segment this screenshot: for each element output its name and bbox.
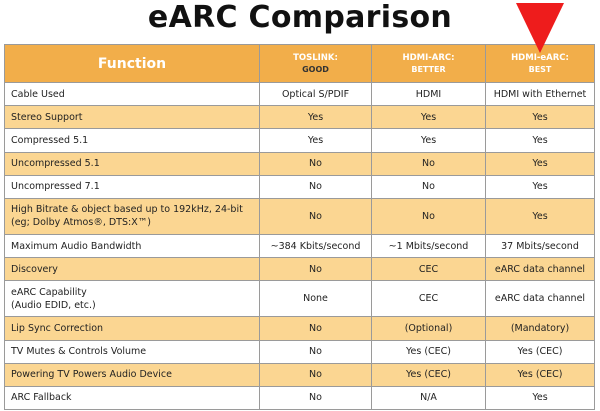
row-label: Cable Used bbox=[4, 81, 260, 107]
row-label: Discovery bbox=[4, 257, 260, 282]
row-label-line1: High Bitrate & object based up to 192kHz… bbox=[11, 204, 243, 216]
row-label: Uncompressed 7.1 bbox=[4, 174, 260, 199]
row-label: Uncompressed 5.1 bbox=[4, 151, 260, 176]
row-label: Compressed 5.1 bbox=[4, 128, 260, 153]
table-row: Discovery No CEC eARC data channel bbox=[4, 257, 595, 282]
cell-hdmi-earc: Yes (CEC) bbox=[485, 339, 595, 364]
cell-hdmi-earc: Yes (CEC) bbox=[485, 362, 595, 387]
header-hdmi-arc-name: HDMI-ARC: bbox=[402, 52, 455, 63]
cell-hdmi-earc: HDMI with Ethernet bbox=[485, 81, 595, 107]
cell-toslink: No bbox=[259, 257, 372, 282]
cell-toslink: None bbox=[259, 280, 372, 318]
cell-toslink: ~384 Kbits/second bbox=[259, 233, 372, 259]
header-hdmi-arc-rating: BETTER bbox=[411, 64, 446, 74]
header-toslink: TOSLINK: GOOD bbox=[259, 44, 372, 83]
cell-hdmi-arc: Yes (CEC) bbox=[371, 339, 486, 364]
cell-hdmi-earc: Yes bbox=[485, 385, 595, 411]
header-toslink-rating: GOOD bbox=[302, 64, 329, 74]
cell-hdmi-arc: Yes bbox=[371, 128, 486, 153]
table-row: eARC Capability (Audio EDID, etc.) None … bbox=[4, 280, 595, 318]
cell-hdmi-arc: ~1 Mbits/second bbox=[371, 233, 486, 259]
cell-hdmi-arc: No bbox=[371, 197, 486, 235]
row-label: TV Mutes & Controls Volume bbox=[4, 339, 260, 364]
row-label: Stereo Support bbox=[4, 105, 260, 130]
cell-hdmi-earc: Yes bbox=[485, 197, 595, 235]
header-hdmi-earc-rating: BEST bbox=[528, 64, 552, 74]
cell-hdmi-arc: No bbox=[371, 151, 486, 176]
table-row: Maximum Audio Bandwidth ~384 Kbits/secon… bbox=[4, 233, 595, 259]
table-row: Uncompressed 5.1 No No Yes bbox=[4, 151, 595, 176]
table-row: Uncompressed 7.1 No No Yes bbox=[4, 174, 595, 199]
cell-hdmi-earc: 37 Mbits/second bbox=[485, 233, 595, 259]
cell-hdmi-arc: N/A bbox=[371, 385, 486, 411]
row-label: eARC Capability (Audio EDID, etc.) bbox=[4, 280, 260, 318]
page-title: eARC Comparison bbox=[147, 0, 453, 35]
header-hdmi-earc-name: HDMI-eARC: bbox=[511, 52, 569, 63]
table-row: TV Mutes & Controls Volume No Yes (CEC) … bbox=[4, 339, 595, 364]
cell-hdmi-earc: eARC data channel bbox=[485, 280, 595, 318]
table-row: High Bitrate & object based up to 192kHz… bbox=[4, 197, 595, 235]
row-label: Lip Sync Correction bbox=[4, 316, 260, 341]
comparison-table: Function TOSLINK: GOOD HDMI-ARC: BETTER … bbox=[4, 44, 595, 411]
cell-hdmi-arc: (Optional) bbox=[371, 316, 486, 341]
table-row: Compressed 5.1 Yes Yes Yes bbox=[4, 128, 595, 153]
cell-hdmi-earc: Yes bbox=[485, 128, 595, 153]
cell-toslink: No bbox=[259, 151, 372, 176]
table-row: Stereo Support Yes Yes Yes bbox=[4, 105, 595, 130]
cell-hdmi-earc: Yes bbox=[485, 105, 595, 130]
cell-hdmi-earc: Yes bbox=[485, 174, 595, 199]
cell-toslink: No bbox=[259, 385, 372, 411]
row-label-line1: eARC Capability bbox=[11, 286, 87, 298]
cell-toslink: No bbox=[259, 362, 372, 387]
header-hdmi-arc: HDMI-ARC: BETTER bbox=[371, 44, 486, 83]
header-row: Function TOSLINK: GOOD HDMI-ARC: BETTER … bbox=[4, 44, 595, 83]
row-label: Powering TV Powers Audio Device bbox=[4, 362, 260, 387]
row-label: ARC Fallback bbox=[4, 385, 260, 411]
header-toslink-name: TOSLINK: bbox=[293, 52, 338, 63]
cell-hdmi-earc: Yes bbox=[485, 151, 595, 176]
cell-hdmi-arc: No bbox=[371, 174, 486, 199]
cell-toslink: Yes bbox=[259, 105, 372, 130]
table-row: Powering TV Powers Audio Device No Yes (… bbox=[4, 362, 595, 387]
row-label-line2: (eg; Dolby Atmos®, DTS:X™) bbox=[11, 217, 151, 229]
table-row: Lip Sync Correction No (Optional) (Manda… bbox=[4, 316, 595, 341]
cell-toslink: No bbox=[259, 197, 372, 235]
row-label-line2: (Audio EDID, etc.) bbox=[11, 299, 96, 311]
cell-hdmi-arc: CEC bbox=[371, 257, 486, 282]
cell-hdmi-arc: HDMI bbox=[371, 81, 486, 107]
cell-toslink: No bbox=[259, 316, 372, 341]
cell-toslink: Yes bbox=[259, 128, 372, 153]
cell-hdmi-arc: Yes (CEC) bbox=[371, 362, 486, 387]
cell-toslink: No bbox=[259, 339, 372, 364]
cell-hdmi-earc: (Mandatory) bbox=[485, 316, 595, 341]
header-function: Function bbox=[4, 44, 260, 83]
down-arrow-icon bbox=[516, 3, 564, 53]
table-row: Cable Used Optical S/PDIF HDMI HDMI with… bbox=[4, 81, 595, 107]
cell-toslink: No bbox=[259, 174, 372, 199]
cell-toslink: Optical S/PDIF bbox=[259, 81, 372, 107]
cell-hdmi-earc: eARC data channel bbox=[485, 257, 595, 282]
cell-hdmi-arc: Yes bbox=[371, 105, 486, 130]
row-label: Maximum Audio Bandwidth bbox=[4, 233, 260, 259]
table-row: ARC Fallback No N/A Yes bbox=[4, 385, 595, 411]
row-label: High Bitrate & object based up to 192kHz… bbox=[4, 197, 260, 235]
cell-hdmi-arc: CEC bbox=[371, 280, 486, 318]
